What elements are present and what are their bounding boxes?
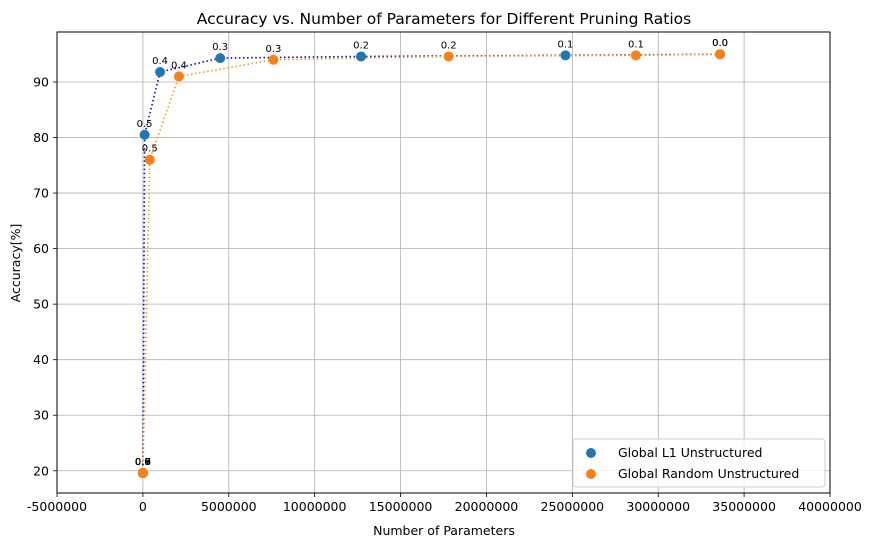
y-tick-label: 90 (33, 74, 49, 89)
data-point (268, 54, 279, 65)
data-labels: 0.00.10.20.30.40.50.60.70.80.90.00.10.20… (135, 38, 728, 468)
x-tick-label: 20000000 (455, 499, 519, 514)
data-point (715, 49, 726, 60)
data-label: 0.4 (152, 56, 168, 67)
y-tick-label: 30 (33, 408, 49, 423)
data-points (137, 49, 726, 479)
data-point (443, 51, 454, 62)
data-point (173, 71, 184, 82)
data-label: 0.2 (441, 40, 457, 51)
data-label: 0.7 (135, 457, 151, 468)
data-point (560, 50, 571, 61)
y-tick-label: 50 (33, 297, 49, 312)
data-label: 0.9 (135, 457, 151, 468)
x-tick-label: 25000000 (541, 499, 605, 514)
data-label: 0.5 (142, 144, 158, 155)
legend: Global L1 Unstructured Global Random Uns… (572, 438, 826, 488)
data-label: 0.4 (171, 60, 187, 71)
chart-title: Accuracy vs. Number of Parameters for Di… (197, 10, 691, 28)
legend-marker-random (586, 469, 596, 479)
x-tick-label: 35000000 (712, 499, 776, 514)
y-tick-label: 60 (33, 241, 49, 256)
data-point (137, 468, 148, 479)
y-axis-label: Accuracy[%] (8, 224, 23, 303)
data-point (144, 154, 155, 165)
data-point (215, 53, 226, 64)
data-label: 0.8 (135, 457, 151, 468)
x-tick-label: 5000000 (201, 499, 257, 514)
data-label: 0.7 (135, 457, 151, 468)
data-label: 0.5 (137, 119, 153, 130)
y-axis-ticks: 20 30 40 50 60 70 80 90 (33, 74, 57, 478)
x-tick-label: 15000000 (369, 499, 433, 514)
x-tick-label: 0 (139, 499, 147, 514)
data-label: 0.6 (135, 457, 151, 468)
y-tick-label: 40 (33, 352, 49, 367)
data-point (356, 51, 367, 62)
legend-box (572, 438, 826, 488)
legend-marker-l1 (586, 448, 596, 458)
data-label: 0.6 (135, 457, 151, 468)
x-axis-ticks: -5000000 0 5000000 10000000 15000000 20000000… (27, 493, 862, 514)
data-label: 0.0 (712, 38, 728, 49)
data-label: 0.0 (712, 38, 728, 49)
y-tick-label: 70 (33, 186, 49, 201)
data-label: 0.2 (353, 40, 369, 51)
data-label: 0.9 (135, 457, 151, 468)
x-tick-label: 30000000 (626, 499, 690, 514)
y-tick-label: 80 (33, 130, 49, 145)
x-tick-label: -5000000 (27, 499, 87, 514)
data-point (630, 50, 641, 61)
legend-label-l1: Global L1 Unstructured (618, 445, 762, 460)
x-axis-label: Number of Parameters (373, 523, 515, 538)
data-label: 0.3 (265, 44, 281, 55)
x-tick-label: 40000000 (798, 499, 862, 514)
y-tick-label: 20 (33, 463, 49, 478)
x-tick-label: 10000000 (283, 499, 347, 514)
data-label: 0.3 (212, 42, 228, 53)
data-label: 0.1 (558, 39, 574, 50)
data-point (155, 66, 166, 77)
data-label: 0.1 (628, 39, 644, 50)
data-label: 0.8 (135, 457, 151, 468)
legend-label-random: Global Random Unstructured (618, 466, 799, 481)
plot-area-frame (56, 31, 831, 494)
data-point (139, 129, 150, 140)
